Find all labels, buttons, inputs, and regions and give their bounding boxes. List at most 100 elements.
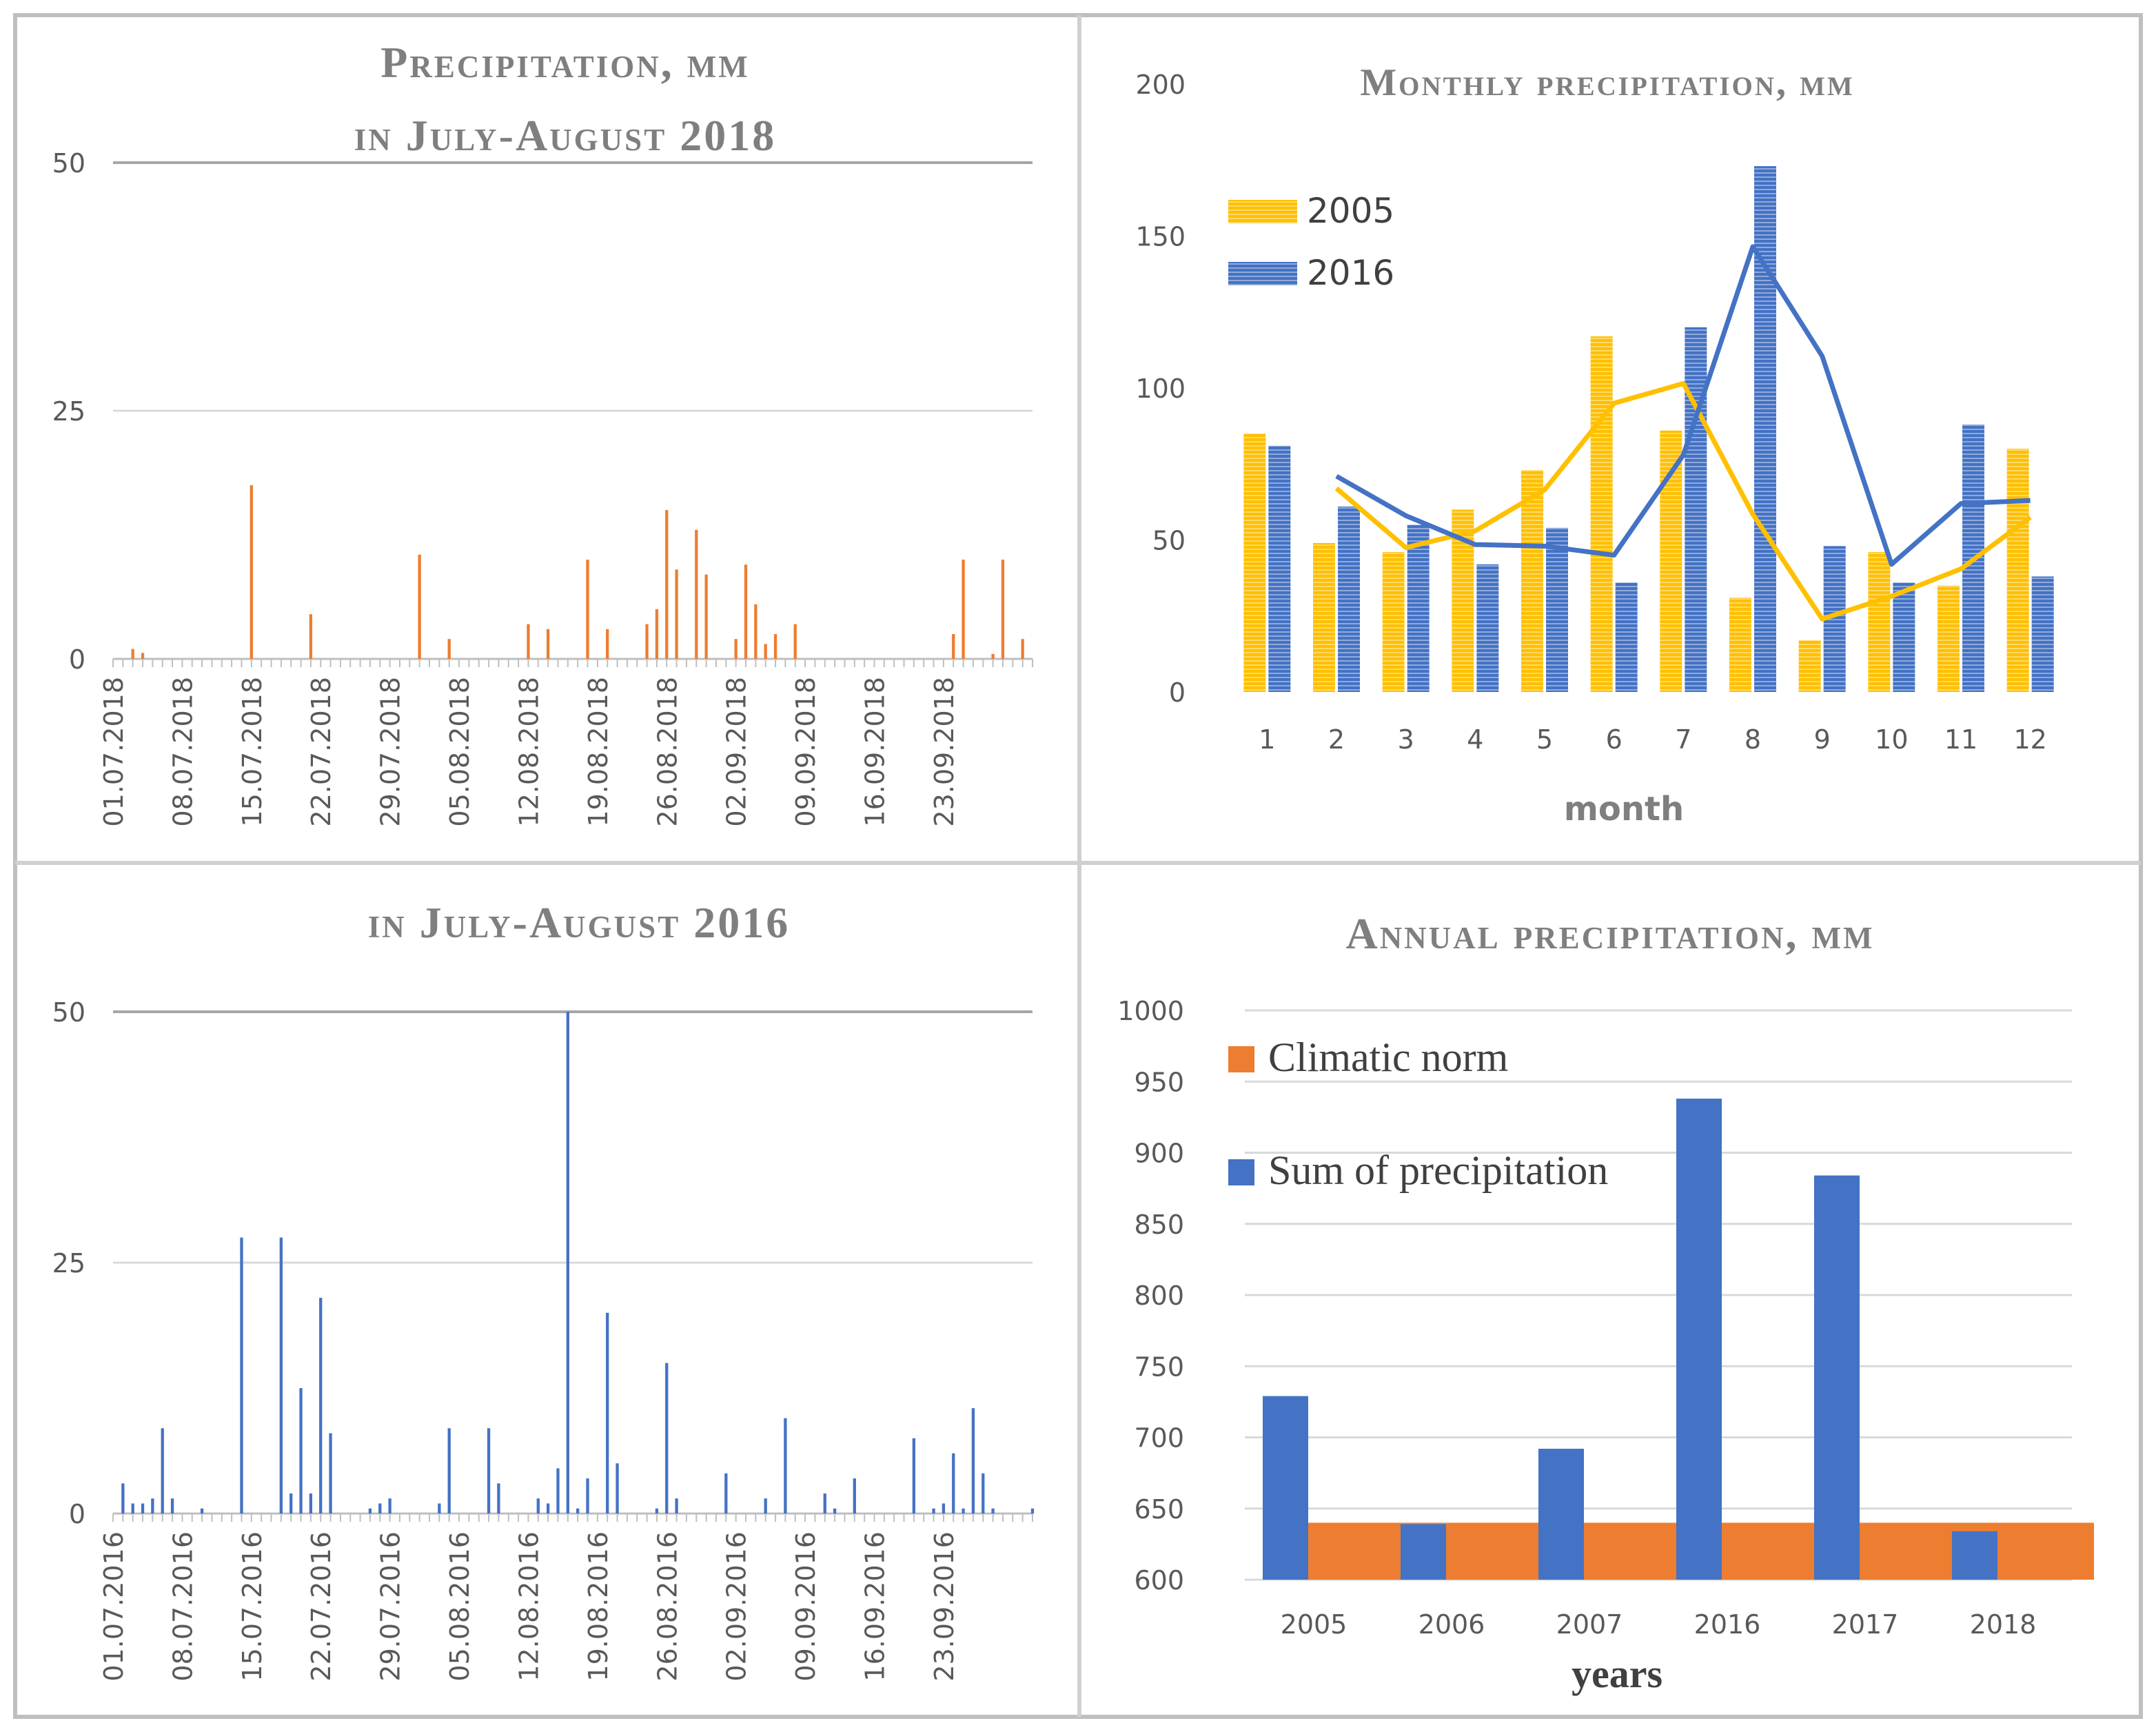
- daily-2018-bar: [952, 634, 955, 659]
- monthly-trend-line: [1335, 244, 2031, 567]
- annual-y-tick-label: 900: [1134, 1139, 1184, 1169]
- daily-2016-chart: in July-August 2016 0 25 50 01.07.2016 08.0…: [52, 898, 1035, 1682]
- annual-chart: Annual precipitation, mm 600 650 700 750 800…: [1117, 909, 2094, 1696]
- daily-2018-bar: [606, 629, 609, 659]
- daily-2018-x-tick-label: 26.08.2018: [652, 677, 682, 827]
- daily-2018-bar: [773, 634, 777, 659]
- daily-2016-bar: [368, 1508, 372, 1514]
- daily-2016-x-tick-label: 26.08.2016: [652, 1531, 682, 1682]
- daily-2018-y-tick-label: 50: [52, 148, 85, 179]
- daily-2018-x-tick-label: 12.08.2018: [513, 677, 544, 827]
- daily-2018-bar: [131, 649, 134, 659]
- daily-2016-x-tick-label: 05.08.2016: [445, 1531, 475, 1682]
- monthly-bar-2005: [1521, 470, 1543, 692]
- monthly-bar-2005: [1590, 336, 1613, 692]
- annual-bar-sum-of-precipitation: [1952, 1531, 1997, 1580]
- daily-2016-bar: [655, 1508, 659, 1514]
- monthly-y-tick-label: 150: [1135, 222, 1186, 252]
- daily-2016-bar: [675, 1498, 678, 1514]
- monthly-x-tick-label: 10: [1875, 724, 1908, 755]
- daily-2016-bar: [576, 1508, 580, 1514]
- daily-2018-bar: [645, 624, 649, 659]
- daily-2018-bar: [250, 485, 253, 659]
- daily-2018-x-tick-label: 15.07.2018: [237, 677, 267, 827]
- daily-2016-x-tick-label: 08.07.2016: [167, 1531, 198, 1682]
- monthly-y-tick-label: 0: [1169, 677, 1186, 708]
- annual-y-tick-label: 600: [1134, 1565, 1184, 1596]
- daily-2016-bar: [121, 1483, 125, 1514]
- daily-2018-bars: [131, 485, 1024, 659]
- annual-bars: [1263, 1099, 2094, 1580]
- daily-2016-x-ticks: 01.07.2016 08.07.2016 15.07.2016 22.07.2016…: [99, 1514, 1033, 1682]
- monthly-trend-lines: [1334, 244, 2032, 622]
- daily-2016-bar: [556, 1468, 560, 1514]
- monthly-y-tick-label: 200: [1135, 70, 1186, 100]
- legend-swatch-climatic-norm: [1228, 1046, 1254, 1072]
- daily-2018-x-tick-label: 22.07.2018: [306, 677, 336, 827]
- daily-2018-bar: [744, 564, 748, 659]
- monthly-x-tick-label: 8: [1745, 724, 1761, 755]
- annual-x-axis-label: years: [1572, 1651, 1662, 1696]
- annual-y-tick-label: 650: [1134, 1494, 1184, 1525]
- daily-2016-bar: [853, 1478, 856, 1514]
- monthly-chart: Monthly precipitation, mm 0 50 100 150 200 1…: [1135, 61, 2054, 828]
- daily-2018-bar: [586, 560, 589, 659]
- legend-label-2005: 2005: [1307, 191, 1394, 231]
- monthly-bar-2005: [1382, 552, 1405, 692]
- monthly-bar-2016: [1754, 166, 1776, 692]
- daily-2016-y-tick-label: 50: [52, 997, 85, 1028]
- monthly-bar-2005: [1938, 585, 1960, 692]
- daily-2018-bar: [527, 624, 530, 659]
- monthly-bar-2016: [1546, 527, 1568, 692]
- monthly-bar-2016: [1268, 445, 1291, 692]
- monthly-bar-2016: [2031, 576, 2054, 692]
- monthly-x-tick-label: 1: [1259, 724, 1275, 755]
- daily-2018-x-tick-label: 23.09.2018: [929, 677, 959, 827]
- monthly-bar-2005: [1243, 434, 1266, 692]
- daily-2018-title-line2: in July-August 2018: [354, 111, 776, 160]
- daily-2018-bar: [447, 639, 451, 659]
- daily-2016-x-tick-label: 09.09.2016: [791, 1531, 821, 1682]
- monthly-bar-2005: [1798, 640, 1821, 692]
- monthly-bar-2016: [1476, 564, 1499, 692]
- daily-2018-y-tick-label: 25: [52, 396, 85, 427]
- daily-2018-x-tick-label: 19.08.2018: [583, 677, 613, 827]
- daily-2016-bar: [942, 1503, 946, 1514]
- annual-legend: Climatic norm Sum of precipitation: [1228, 1035, 1608, 1193]
- annual-bar-sum-of-precipitation: [1814, 1175, 1860, 1580]
- daily-2016-bar: [764, 1498, 767, 1514]
- annual-x-tick-label: 2007: [1556, 1609, 1623, 1640]
- daily-2016-bar: [991, 1508, 995, 1514]
- monthly-bar-2016: [1685, 327, 1707, 692]
- daily-2018-bar: [1001, 560, 1005, 659]
- daily-2016-x-tick-label: 19.08.2016: [583, 1531, 613, 1682]
- daily-2016-bar: [497, 1483, 500, 1514]
- monthly-x-tick-label: 2: [1328, 724, 1345, 755]
- monthly-x-tick-label: 9: [1814, 724, 1831, 755]
- annual-y-tick-label: 850: [1134, 1210, 1184, 1240]
- daily-2016-bar: [833, 1508, 837, 1514]
- daily-2016-bar: [240, 1237, 243, 1514]
- daily-2018-x-tick-label: 05.08.2018: [445, 677, 475, 827]
- daily-2016-bar: [784, 1418, 787, 1514]
- daily-2016-bar: [487, 1428, 491, 1514]
- monthly-x-tick-label: 6: [1606, 724, 1623, 755]
- daily-2016-x-tick-label: 23.09.2016: [929, 1531, 959, 1682]
- legend-label-2016: 2016: [1307, 253, 1394, 293]
- daily-2016-bar: [151, 1498, 154, 1514]
- daily-2018-bar: [1021, 639, 1024, 659]
- annual-y-tick-label: 750: [1134, 1352, 1184, 1382]
- monthly-bar-2005: [1729, 598, 1751, 692]
- annual-y-tick-label: 950: [1134, 1067, 1184, 1097]
- daily-2016-bar: [289, 1493, 293, 1514]
- monthly-bar-2016: [1615, 582, 1638, 692]
- monthly-bar-2005: [2006, 449, 2029, 692]
- daily-2018-bar: [695, 529, 698, 659]
- monthly-y-ticks: 0 50 100 150 200: [1135, 70, 1186, 708]
- monthly-title: Monthly precipitation, mm: [1360, 61, 1854, 104]
- daily-2016-bar: [447, 1428, 451, 1514]
- monthly-x-tick-label: 3: [1398, 724, 1414, 755]
- legend-swatch-2016: [1228, 262, 1297, 285]
- annual-bar-sum-of-precipitation: [1676, 1099, 1722, 1580]
- monthly-bar-2005: [1868, 552, 1891, 692]
